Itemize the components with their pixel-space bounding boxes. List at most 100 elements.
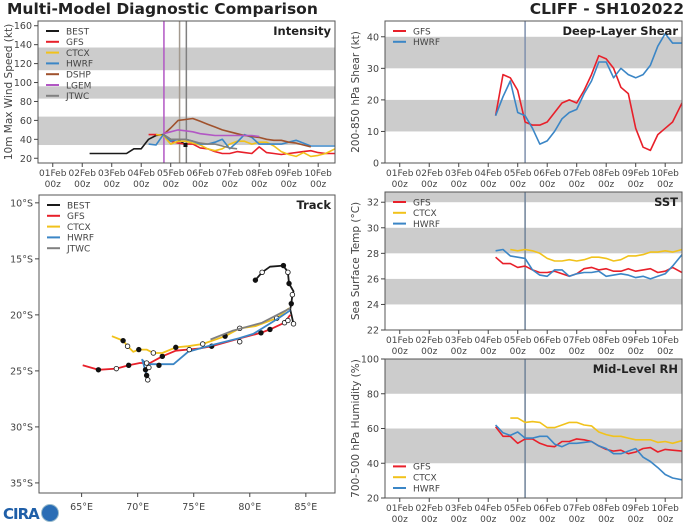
y-tick-label: 140 [14, 40, 32, 51]
x-tick-sublabel: 00z [480, 347, 496, 357]
x-tick-sublabel: 00z [657, 180, 673, 190]
series-line-jtwc [162, 133, 238, 150]
x-tick-label: 03Feb [98, 169, 126, 179]
track-marker [146, 364, 152, 371]
axes-frame [384, 20, 683, 164]
x-tick-label: 06Feb [534, 169, 562, 179]
x-tick-sublabel: 00z [451, 347, 467, 357]
series-line-jtwc [210, 307, 291, 341]
x-tick-label: 09Feb [275, 169, 303, 179]
panel-title: Track [297, 198, 332, 212]
y-tick-label: 15°S [10, 254, 33, 265]
series-line-dshp [162, 117, 311, 148]
axes-frame [384, 191, 683, 331]
panel-shear: 01020304001Feb00z02Feb00z03Feb00z04Feb00… [350, 20, 683, 190]
storm-title: CLIFF - SH102022 [529, 0, 684, 18]
x-tick-label: 04Feb [475, 169, 503, 179]
legend-label: HWRF [67, 234, 94, 244]
x-tick-label: 09Feb [622, 336, 650, 346]
x-tick-sublabel: 00z [281, 180, 297, 190]
x-tick-label: 07Feb [563, 169, 591, 179]
track-marker [143, 372, 150, 379]
x-tick-sublabel: 00z [598, 180, 614, 190]
x-tick-sublabel: 00z [569, 347, 585, 357]
series-line-ctcx [510, 417, 682, 445]
y-tick-label: 22 [367, 326, 379, 337]
legend-label: CTCX [66, 49, 90, 59]
x-tick-label: 03Feb [445, 336, 473, 346]
x-tick-sublabel: 00z [392, 347, 408, 357]
x-tick-sublabel: 00z [192, 180, 208, 190]
x-tick-label: 06Feb [534, 336, 562, 346]
y-tick-label: 100 [14, 78, 32, 89]
axes-frame [38, 194, 336, 494]
x-tick-sublabel: 00z [628, 180, 644, 190]
track-marker [285, 269, 291, 276]
legend-label: HWRF [413, 484, 440, 494]
x-tick-label: 01Feb [386, 336, 414, 346]
legend-label: JTWC [65, 92, 89, 102]
x-tick-label: 09Feb [622, 504, 650, 514]
shaded-band [385, 359, 682, 394]
track-marker [125, 362, 132, 368]
x-tick-sublabel: 00z [598, 347, 614, 357]
x-tick-sublabel: 00z [392, 515, 408, 525]
legend-label: GFS [413, 463, 431, 473]
y-tick-label: 20 [367, 494, 379, 505]
x-tick-sublabel: 00z [421, 347, 437, 357]
x-tick-label: 06Feb [187, 169, 215, 179]
track-marker [113, 365, 120, 372]
y-tick-label: 80 [367, 389, 379, 400]
plot-area [385, 359, 682, 498]
track-marker [120, 337, 126, 344]
x-tick-sublabel: 00z [310, 180, 326, 190]
track-marker [159, 353, 166, 360]
track-marker [186, 346, 192, 353]
x-tick-label: 10Feb [304, 169, 332, 179]
x-tick-label: 07Feb [216, 169, 244, 179]
x-tick-sublabel: 00z [74, 180, 90, 190]
track-marker [143, 360, 150, 366]
x-tick-label: 65°E [70, 502, 93, 513]
legend-label: DSHP [66, 71, 91, 81]
x-tick-sublabel: 00z [480, 180, 496, 190]
track-marker [124, 343, 131, 349]
y-tick-label: 26 [367, 274, 379, 285]
y-tick-label: 20°S [10, 310, 33, 321]
x-tick-label: 08Feb [593, 169, 621, 179]
x-tick-sublabel: 00z [510, 347, 526, 357]
y-tick-label: 28 [367, 249, 379, 260]
track-marker [236, 339, 243, 345]
y-tick-label: 100 [361, 355, 379, 366]
y-tick-label: 35°S [10, 478, 33, 489]
x-tick-label: 80°E [238, 502, 261, 513]
shaded-band [385, 99, 682, 132]
y-tick-label: 25°S [10, 366, 33, 377]
y-tick-label: 80 [20, 97, 32, 108]
main-title: Multi-Model Diagnostic Comparison [7, 0, 318, 18]
x-tick-sublabel: 00z [392, 180, 408, 190]
panel-intensity: 2040608010012014016001Feb00z02Feb00z03Fe… [3, 20, 336, 190]
x-tick-label: 07Feb [563, 336, 591, 346]
x-tick-label: 70°E [126, 502, 149, 513]
y-tick-label: 160 [14, 21, 32, 32]
x-tick-sublabel: 00z [251, 180, 267, 190]
shaded-band [385, 278, 682, 305]
series-line-hwrf [495, 248, 682, 280]
legend-label: CTCX [413, 474, 437, 484]
x-tick-label: 02Feb [69, 169, 97, 179]
x-tick-sublabel: 00z [598, 515, 614, 525]
x-tick-sublabel: 00z [133, 180, 149, 190]
y-tick-label: 120 [14, 59, 32, 70]
series-line-hwrf [494, 32, 682, 145]
y-axis-label: 10m Max Wind Speed (kt) [3, 24, 15, 160]
x-tick-sublabel: 00z [628, 347, 644, 357]
legend-label: HWRF [413, 38, 440, 48]
x-tick-label: 10Feb [651, 336, 679, 346]
x-tick-label: 10Feb [651, 504, 679, 514]
x-tick-label: 04Feb [475, 504, 503, 514]
x-tick-label: 02Feb [416, 336, 444, 346]
globe-icon [40, 504, 59, 522]
x-tick-sublabel: 00z [451, 515, 467, 525]
